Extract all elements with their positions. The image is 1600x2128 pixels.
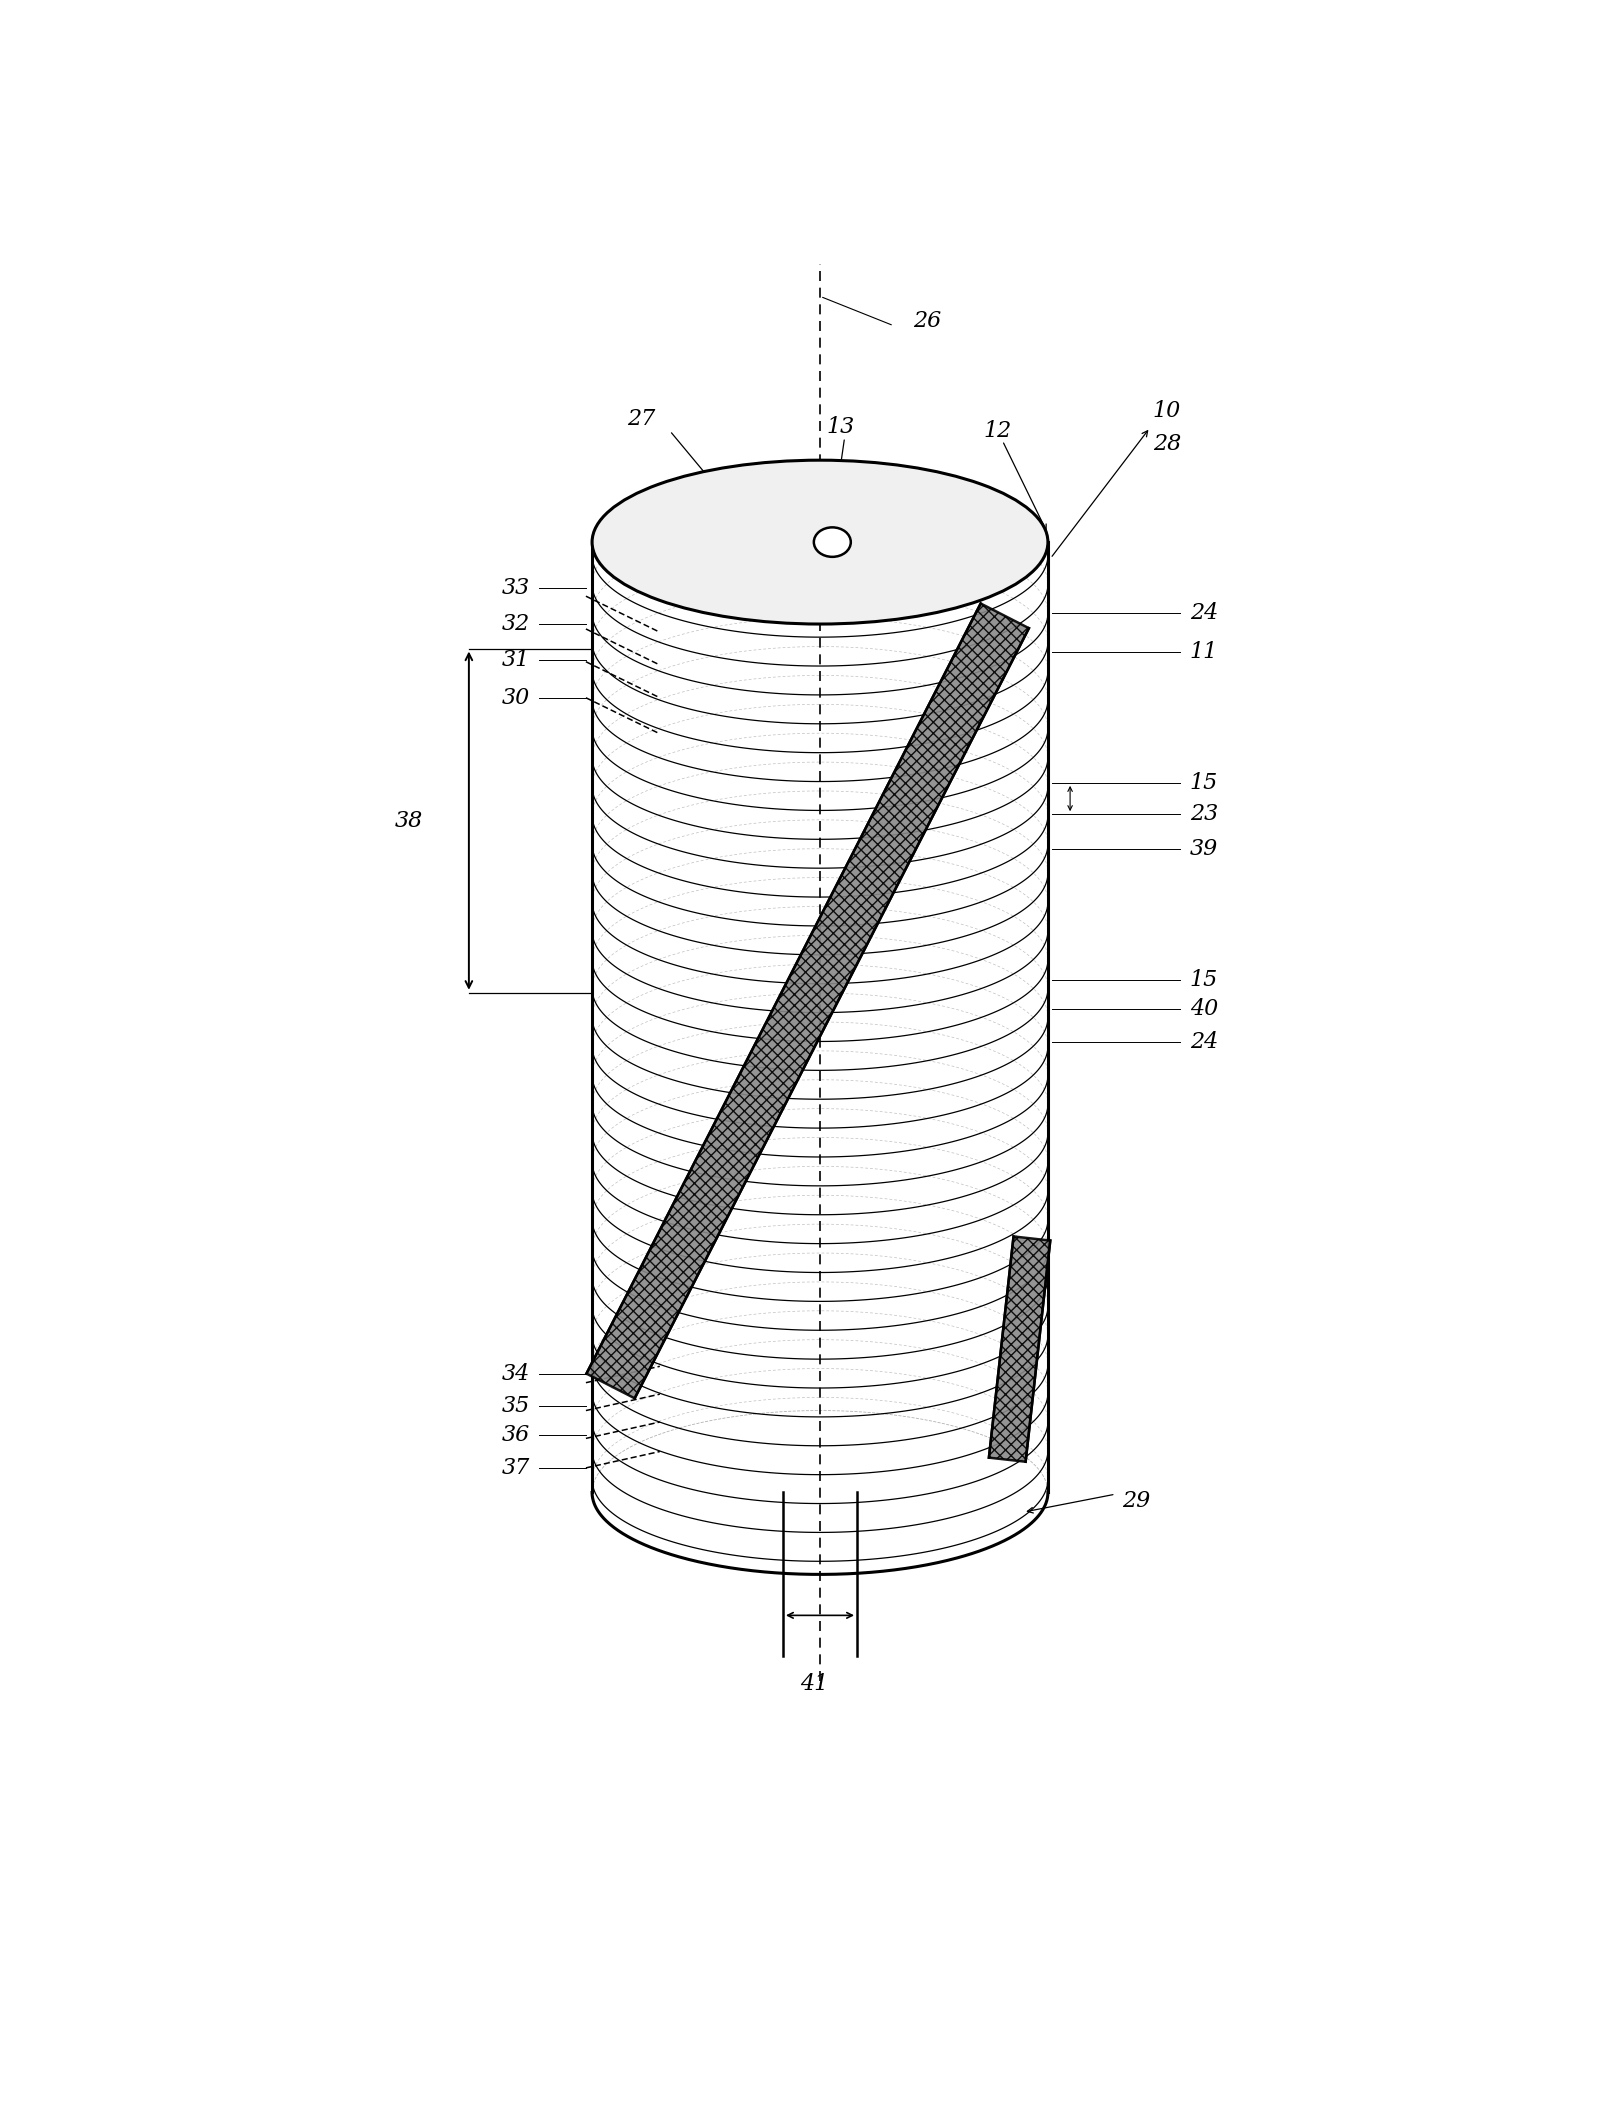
Text: 10: 10 bbox=[1152, 400, 1181, 421]
Text: 24: 24 bbox=[1189, 602, 1218, 624]
Text: 40: 40 bbox=[1189, 998, 1218, 1019]
Text: 15: 15 bbox=[1189, 772, 1218, 794]
Text: 41: 41 bbox=[800, 1673, 827, 1696]
Text: 34: 34 bbox=[502, 1364, 531, 1385]
Text: 27: 27 bbox=[627, 409, 656, 430]
Text: 32: 32 bbox=[502, 613, 531, 634]
Ellipse shape bbox=[814, 528, 851, 558]
Text: 26: 26 bbox=[914, 311, 941, 332]
Polygon shape bbox=[989, 1236, 1050, 1462]
Text: 36: 36 bbox=[502, 1424, 531, 1447]
Polygon shape bbox=[587, 604, 1029, 1398]
Text: 23: 23 bbox=[1189, 802, 1218, 826]
Text: 13: 13 bbox=[827, 417, 854, 438]
Text: 12: 12 bbox=[984, 419, 1011, 443]
Text: 28: 28 bbox=[1152, 432, 1181, 455]
Text: 24: 24 bbox=[1189, 1030, 1218, 1053]
Text: 29: 29 bbox=[1122, 1490, 1150, 1511]
Text: 31: 31 bbox=[502, 649, 531, 670]
Text: 33: 33 bbox=[502, 577, 531, 598]
Text: 11: 11 bbox=[1189, 641, 1218, 664]
Text: 39: 39 bbox=[1189, 838, 1218, 860]
Ellipse shape bbox=[592, 460, 1048, 624]
Text: 37: 37 bbox=[502, 1458, 531, 1479]
Text: 30: 30 bbox=[502, 687, 531, 709]
Text: 15: 15 bbox=[1189, 968, 1218, 992]
Text: 38: 38 bbox=[395, 809, 424, 832]
Text: 35: 35 bbox=[502, 1394, 531, 1417]
